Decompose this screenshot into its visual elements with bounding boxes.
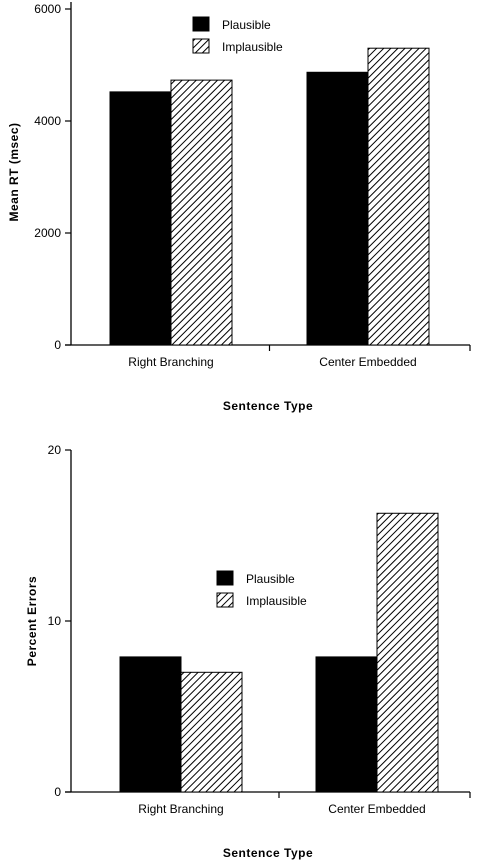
y-tick-label: 10	[48, 614, 62, 628]
legend-swatch-implausible	[216, 592, 234, 608]
bar-plausible-2	[315, 656, 378, 793]
legend-label-implausible: Implausible	[222, 40, 283, 54]
legend-swatch-plausible	[192, 16, 210, 32]
y-tick-label: 6000	[34, 2, 61, 16]
x-tick-label: Center Embedded	[319, 355, 416, 369]
x-tick-label: Center Embedded	[328, 802, 425, 816]
legend-label-plausible: Plausible	[246, 572, 295, 586]
legend: Plausible Implausible	[216, 570, 307, 608]
bar-implausible-2	[376, 512, 439, 793]
chart-1: 0 2000 4000 6000 Right Branching Center Embed…	[7, 2, 471, 413]
y-axis-label: Mean RT (msec)	[7, 122, 21, 221]
bar-implausible-1	[180, 671, 243, 793]
legend-label-implausible: Implausible	[246, 594, 307, 608]
legend: Plausible Implausible	[192, 16, 283, 54]
legend-swatch-implausible	[192, 38, 210, 54]
x-axis-label: Sentence Type	[223, 846, 313, 860]
x-tick-label: Right Branching	[128, 355, 213, 369]
legend-swatch-plausible	[216, 570, 234, 586]
x-tick-label: Right Branching	[138, 802, 223, 816]
bar-plausible-1	[109, 91, 172, 346]
chart-2: 0 10 20 Right Branching Center Embedded Sente…	[25, 443, 471, 860]
bar-plausible-2	[306, 71, 369, 346]
y-tick-label: 4000	[34, 114, 61, 128]
y-tick-label: 20	[48, 443, 62, 457]
y-tick-label: 0	[54, 338, 61, 352]
y-axis-label: Percent Errors	[25, 576, 39, 666]
x-axis-label: Sentence Type	[223, 399, 313, 413]
bar-implausible-1	[170, 79, 233, 346]
legend-label-plausible: Plausible	[222, 18, 271, 32]
bar-implausible-2	[367, 47, 430, 346]
y-tick-label: 2000	[34, 226, 61, 240]
bar-plausible-1	[119, 656, 182, 793]
y-tick-label: 0	[54, 785, 61, 799]
